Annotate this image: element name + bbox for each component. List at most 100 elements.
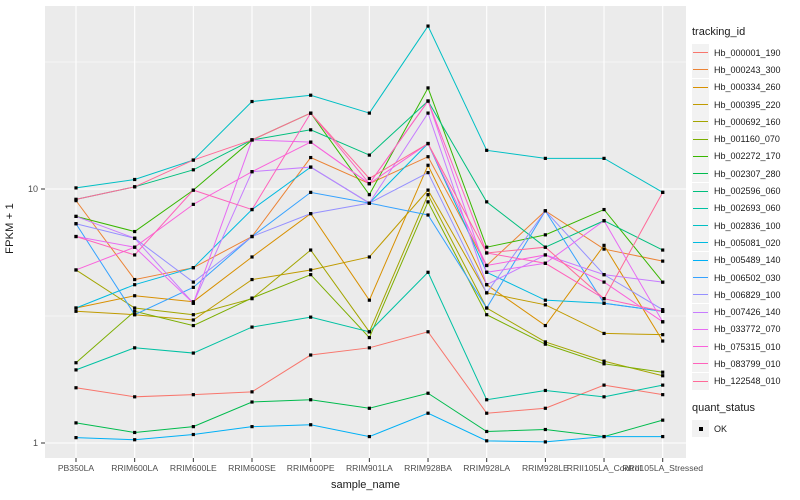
data-point xyxy=(543,427,547,432)
data-point xyxy=(74,306,78,310)
data-point xyxy=(74,368,78,372)
data-point xyxy=(250,400,254,404)
legend-item-label: Hb_006829_100 xyxy=(714,289,781,300)
legend-item-label: Hb_122548_010 xyxy=(714,376,781,387)
series-color-swatch xyxy=(692,78,709,96)
data-point xyxy=(602,207,606,212)
legend-item-label: Hb_001160_070 xyxy=(714,134,780,145)
data-point xyxy=(133,313,137,317)
data-point xyxy=(602,395,606,399)
data-point xyxy=(133,395,137,399)
legend-item-label: Hb_007426_140 xyxy=(714,307,781,318)
data-point xyxy=(191,351,195,355)
data-point xyxy=(191,301,195,305)
legend-item-Hb_002272_170: Hb_002272_170 xyxy=(692,147,798,165)
data-point xyxy=(133,245,137,249)
data-point xyxy=(250,277,254,282)
data-point xyxy=(309,273,313,277)
y-tick-label: 10 xyxy=(28,184,38,194)
data-point xyxy=(426,86,430,90)
data-point xyxy=(426,111,430,115)
data-point xyxy=(250,390,254,394)
legend-item-Hb_122548_010: Hb_122548_010 xyxy=(692,372,798,390)
data-point xyxy=(191,188,195,192)
data-point xyxy=(133,346,137,350)
legend-item-Hb_000395_220: Hb_000395_220 xyxy=(692,96,798,114)
legend-item-label: Hb_000692_160 xyxy=(714,116,781,127)
data-point xyxy=(543,440,547,444)
legend-item-label: Hb_000334_260 xyxy=(714,82,781,93)
data-point xyxy=(309,248,313,252)
x-tick-label: RRIM928BA xyxy=(404,463,452,473)
data-point xyxy=(661,280,665,284)
series-color-swatch xyxy=(692,147,709,165)
data-point xyxy=(309,165,313,169)
data-point xyxy=(661,374,665,378)
data-point xyxy=(74,386,78,390)
series-color-swatch xyxy=(692,338,709,356)
data-point xyxy=(661,339,665,343)
data-point xyxy=(133,236,137,240)
legend-item-Hb_083799_010: Hb_083799_010 xyxy=(692,355,798,373)
series-color-swatch xyxy=(692,286,709,304)
data-point xyxy=(133,253,137,257)
series-color-swatch xyxy=(692,130,709,148)
data-point xyxy=(250,207,254,212)
data-point xyxy=(426,391,430,395)
legend-item-Hb_002836_100: Hb_002836_100 xyxy=(692,217,798,235)
data-point xyxy=(367,330,371,334)
data-point xyxy=(661,248,665,252)
legend-item-label: OK xyxy=(714,423,728,434)
data-point xyxy=(250,425,254,429)
data-point xyxy=(426,141,430,146)
data-point xyxy=(485,245,489,249)
data-point xyxy=(426,24,430,28)
data-point xyxy=(74,361,78,365)
legend-item-label: Hb_002693_060 xyxy=(714,203,781,214)
data-point xyxy=(250,255,254,259)
data-point xyxy=(661,308,665,312)
data-point xyxy=(133,294,137,298)
data-point xyxy=(602,247,606,251)
data-point xyxy=(250,325,254,329)
data-point xyxy=(602,362,606,366)
data-point xyxy=(133,185,137,189)
data-point xyxy=(426,200,430,204)
data-point xyxy=(191,158,195,162)
data-point xyxy=(309,398,313,402)
data-point xyxy=(367,406,371,410)
data-point xyxy=(543,209,547,213)
legend-item-Hb_006829_100: Hb_006829_100 xyxy=(692,286,798,304)
data-point xyxy=(543,156,547,160)
data-point xyxy=(309,93,313,97)
data-point xyxy=(250,170,254,174)
data-point xyxy=(309,140,313,144)
legend-item-ok: OK xyxy=(692,420,798,438)
data-point xyxy=(426,188,430,192)
data-point xyxy=(74,186,78,190)
x-tick-label: RRIM901LA xyxy=(346,463,393,473)
data-point xyxy=(543,406,547,410)
legend-item-label: Hb_000001_190 xyxy=(714,47,781,58)
legend-item-Hb_002307_280: Hb_002307_280 xyxy=(692,165,798,183)
data-point xyxy=(426,193,430,197)
data-point xyxy=(426,163,430,167)
legend-item-label: Hb_075315_010 xyxy=(714,341,781,352)
data-point xyxy=(367,346,371,350)
data-point xyxy=(661,393,665,397)
data-point xyxy=(309,155,313,160)
x-tick-label: RRII105LA_Control xyxy=(567,463,642,473)
series-color-swatch xyxy=(692,251,709,269)
x-tick-label: RRIM600LA xyxy=(111,463,158,473)
series-color-swatch xyxy=(692,355,709,373)
legend-item-Hb_000334_260: Hb_000334_260 xyxy=(692,78,798,96)
legend-title-quant-status: quant_status xyxy=(692,401,755,414)
data-point xyxy=(250,138,254,142)
data-point xyxy=(133,438,137,442)
data-point xyxy=(426,155,430,159)
legend-item-label: Hb_005081_020 xyxy=(714,237,781,248)
data-point xyxy=(367,255,371,259)
series-color-swatch xyxy=(692,320,709,338)
data-point xyxy=(661,333,665,337)
